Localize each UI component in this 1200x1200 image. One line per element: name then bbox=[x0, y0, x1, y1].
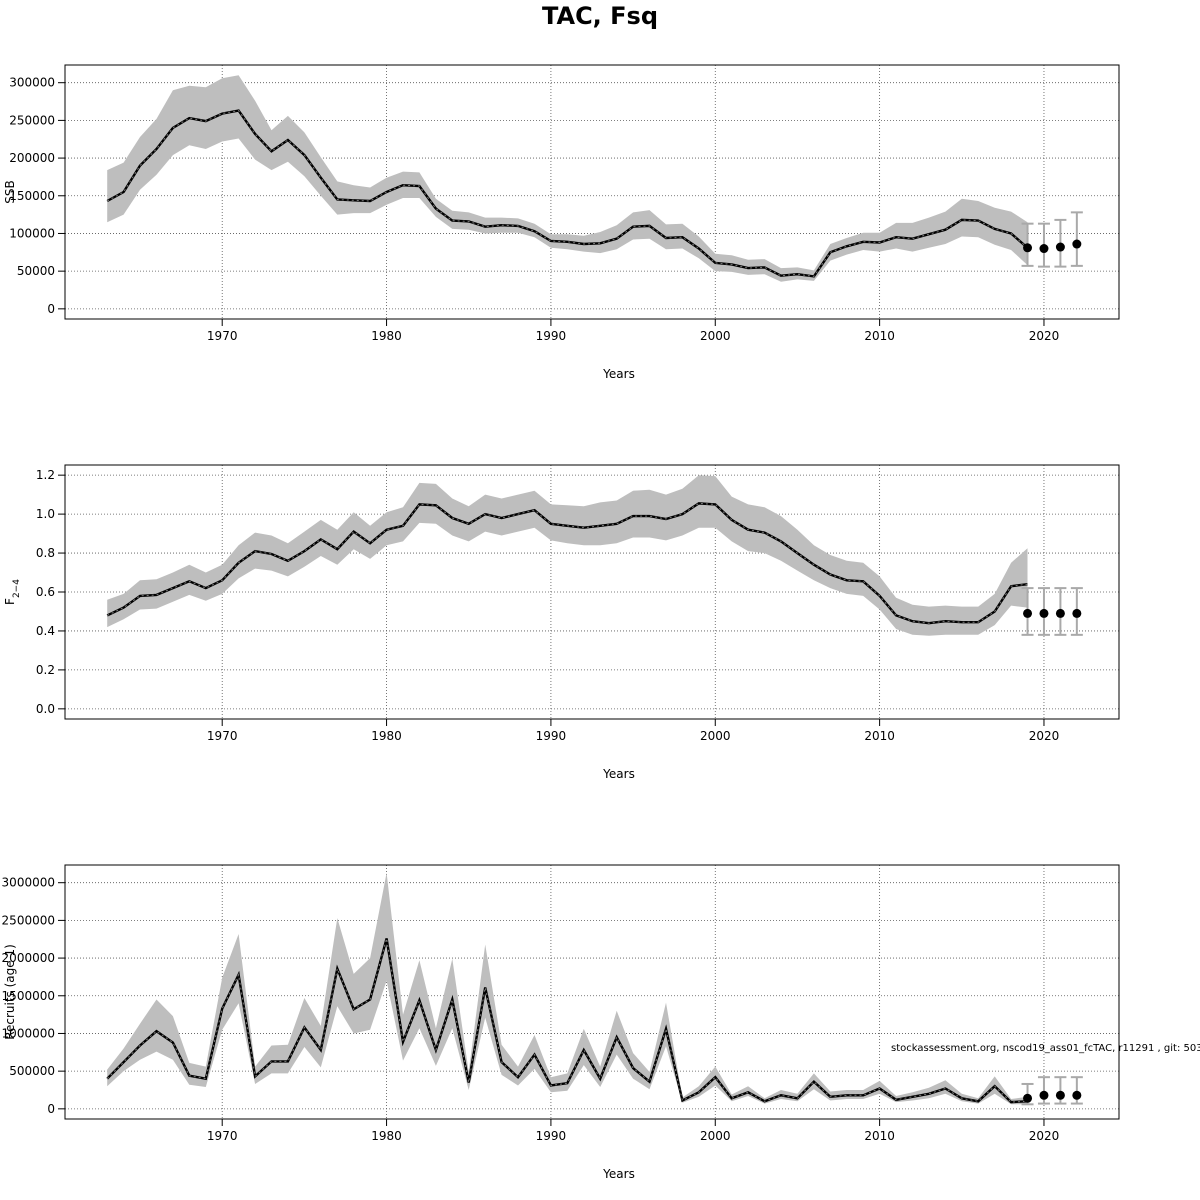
y-tick-label-3: 1500000 bbox=[2, 989, 55, 1003]
y-tick-label-2: 1000000 bbox=[2, 1026, 55, 1040]
y-tick-label-1: 500000 bbox=[9, 1064, 55, 1078]
plot-frame-ssb bbox=[64, 64, 1120, 320]
forecast-point-2021 bbox=[1055, 1090, 1065, 1100]
x-tick-label-1990: 1990 bbox=[536, 1129, 567, 1143]
x-tick-label-2010: 2010 bbox=[864, 1129, 895, 1143]
x-tick-label-1970: 1970 bbox=[207, 329, 238, 343]
x-tick-label-2020: 2020 bbox=[1029, 1129, 1060, 1143]
y-tick-label-0: 0.0 bbox=[36, 702, 55, 716]
estimate-dotted-ssb bbox=[106, 110, 1028, 277]
x-tick-label-1970: 1970 bbox=[207, 1129, 238, 1143]
y-tick-label-4: 2000000 bbox=[2, 951, 55, 965]
y-tick-label-1: 0.2 bbox=[36, 663, 55, 677]
x-tick-label-2000: 2000 bbox=[700, 729, 731, 743]
y-tick-label-2: 0.4 bbox=[36, 624, 55, 638]
confidence-band-fbar bbox=[107, 475, 1028, 636]
x-tick-label-1990: 1990 bbox=[536, 329, 567, 343]
forecast-point-2020 bbox=[1039, 608, 1049, 618]
forecast-point-2022 bbox=[1072, 608, 1082, 618]
y-tick-label-3: 150000 bbox=[9, 189, 55, 203]
y-tick-label-5: 250000 bbox=[9, 113, 55, 127]
forecast-point-2022 bbox=[1072, 239, 1082, 249]
panel-fbar: 1970 1980 1990 2000 2010 2020 0.0 0.2 0.4 0.6 0.8 1… bbox=[3, 464, 1120, 781]
x-tick-label-2010: 2010 bbox=[864, 329, 895, 343]
x-tick-label-1980: 1980 bbox=[371, 729, 402, 743]
version-annotation: stockassessment.org, nscod19_ass01_fcTAC… bbox=[891, 1043, 1200, 1054]
y-tick-label-6: 300000 bbox=[9, 76, 55, 90]
x-tick-label-2020: 2020 bbox=[1029, 729, 1060, 743]
confidence-band-recruitment bbox=[107, 872, 1028, 1105]
estimate-dotted-fbar bbox=[106, 502, 1028, 624]
y-tick-label-4: 0.8 bbox=[36, 546, 55, 560]
chart-title: TAC, Fsq bbox=[542, 2, 658, 30]
x-tick-label-2010: 2010 bbox=[864, 729, 895, 743]
y-tick-label-3: 0.6 bbox=[36, 585, 55, 599]
x-tick-label-2020: 2020 bbox=[1029, 329, 1060, 343]
x-tick-label-2000: 2000 bbox=[700, 1129, 731, 1143]
forecast-point-2020 bbox=[1039, 1090, 1049, 1100]
forecast-point-2019 bbox=[1023, 1093, 1033, 1103]
y-tick-label-0: 0 bbox=[47, 1102, 55, 1116]
y-tick-label-2: 100000 bbox=[9, 226, 55, 240]
y-tick-label-6: 1.2 bbox=[36, 468, 55, 482]
forecast-point-2019 bbox=[1023, 243, 1033, 253]
panel-ssb: 1970 1980 1990 2000 2010 2020 0 50000 100000 1500… bbox=[3, 64, 1120, 381]
y-tick-label-6: 3000000 bbox=[2, 876, 55, 890]
x-tick-label-1970: 1970 bbox=[207, 729, 238, 743]
y-tick-label-1: 50000 bbox=[17, 264, 55, 278]
x-tick-label-1980: 1980 bbox=[371, 1129, 402, 1143]
y-tick-label-0: 0 bbox=[47, 302, 55, 316]
forecast-point-2021 bbox=[1055, 608, 1065, 618]
x-axis-label-ssb: Years bbox=[602, 367, 635, 381]
y-axis-label-recruitment: Recruits (age 1) bbox=[3, 944, 17, 1040]
confidence-band-ssb bbox=[107, 75, 1028, 282]
y-tick-label-4: 200000 bbox=[9, 151, 55, 165]
plot-frame-recruitment bbox=[64, 864, 1120, 1120]
x-axis-label-recruitment: Years bbox=[602, 1167, 635, 1181]
forecast-point-2020 bbox=[1039, 244, 1049, 254]
x-tick-label-1990: 1990 bbox=[536, 729, 567, 743]
y-tick-label-5: 2500000 bbox=[2, 913, 55, 927]
y-axis-label-subscript: 2−4 bbox=[12, 579, 22, 598]
x-tick-label-2000: 2000 bbox=[700, 329, 731, 343]
x-tick-label-1980: 1980 bbox=[371, 329, 402, 343]
x-axis-label-fbar: Years bbox=[602, 767, 635, 781]
forecast-point-2022 bbox=[1072, 1090, 1082, 1100]
forecast-point-2019 bbox=[1023, 608, 1033, 618]
y-axis-label-ssb: SSB bbox=[3, 180, 17, 203]
y-tick-label-5: 1.0 bbox=[36, 507, 55, 521]
panel-recruitment: 1970 1980 1990 2000 2010 2020 0 500000 1000000 15… bbox=[2, 864, 1120, 1181]
estimate-dotted-recruitment bbox=[106, 938, 1028, 1103]
y-axis-label-fbar: F2−4 bbox=[3, 579, 22, 605]
forecast-point-2021 bbox=[1055, 242, 1065, 252]
